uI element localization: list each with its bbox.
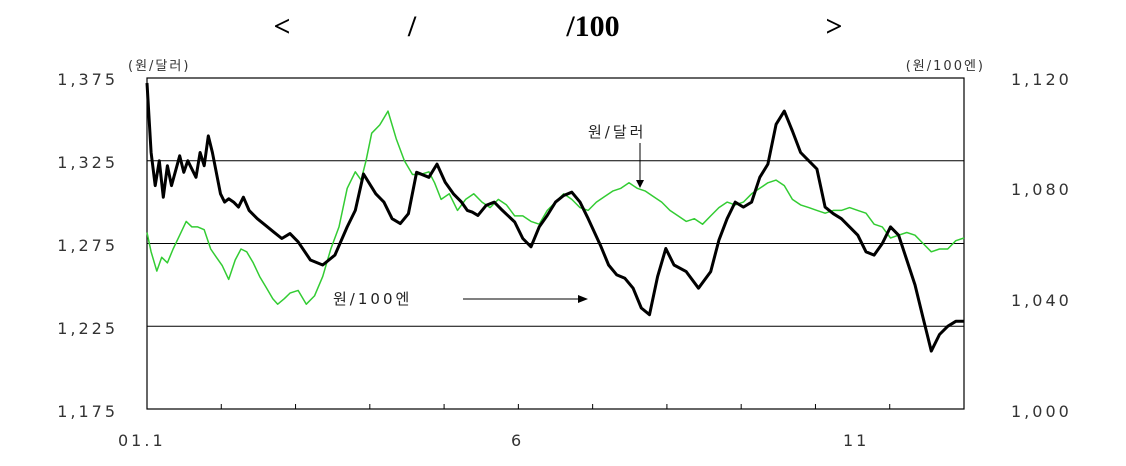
right-tick-1000: 1,000 xyxy=(1011,402,1072,421)
title-part-close: > xyxy=(825,10,842,43)
annotation-won-dollar-arrowhead xyxy=(636,180,644,188)
left-axis-ticks: 1,375 1,325 1,275 1,225 1,175 xyxy=(57,70,118,421)
left-tick-1175: 1,175 xyxy=(57,402,118,421)
chart-title: < / /100 > xyxy=(273,10,842,43)
right-tick-1040: 1,040 xyxy=(1011,291,1072,310)
annotation-won-dollar: 원/달러 xyxy=(588,123,646,188)
left-tick-1225: 1,225 xyxy=(57,319,118,338)
x-label-01-1: 01.1 xyxy=(118,431,166,450)
right-axis-unit: (원/100엔) xyxy=(906,59,985,74)
left-tick-1375: 1,375 xyxy=(57,70,118,89)
right-axis-ticks: 1,120 1,080 1,040 1,000 xyxy=(1011,70,1072,421)
title-part-100: /100 xyxy=(565,10,619,43)
x-label-6: 6 xyxy=(511,431,524,450)
x-axis-labels: 01.1 6 11 xyxy=(118,431,869,450)
series-line-won-dollar xyxy=(145,82,964,353)
annotation-won-yen-arrowhead xyxy=(578,295,588,303)
right-tick-1080: 1,080 xyxy=(1011,180,1072,199)
left-axis-unit: (원/달러) xyxy=(128,59,190,74)
series-line-won-yen xyxy=(146,110,965,305)
x-label-11: 11 xyxy=(843,431,869,450)
title-part-open: < xyxy=(273,10,290,43)
annotation-won-yen: 원/100엔 xyxy=(333,290,588,308)
left-tick-1275: 1,275 xyxy=(57,236,118,255)
title-part-slash: / xyxy=(407,10,417,43)
annotation-won-dollar-label: 원/달러 xyxy=(588,123,646,141)
right-tick-1120: 1,120 xyxy=(1011,70,1072,89)
x-axis-ticks xyxy=(220,404,965,409)
grid-lines xyxy=(147,160,964,327)
annotation-won-yen-label: 원/100엔 xyxy=(333,290,412,308)
left-tick-1325: 1,325 xyxy=(57,153,118,172)
